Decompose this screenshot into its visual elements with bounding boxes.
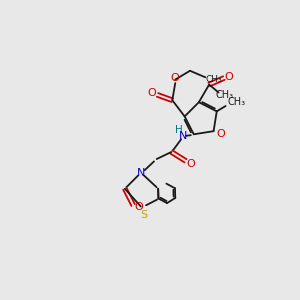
- Text: N: N: [179, 131, 188, 141]
- Text: O: O: [134, 202, 143, 212]
- Text: O: O: [187, 159, 195, 169]
- Text: S: S: [140, 210, 147, 220]
- Text: O: O: [225, 72, 234, 82]
- Text: CH₃: CH₃: [228, 98, 246, 107]
- Text: O: O: [171, 73, 180, 83]
- Text: H: H: [175, 125, 182, 136]
- Text: O: O: [217, 128, 225, 139]
- Text: CH₃: CH₃: [205, 75, 222, 84]
- Text: N: N: [137, 168, 145, 178]
- Text: CH₃: CH₃: [216, 90, 234, 100]
- Text: O: O: [147, 88, 156, 98]
